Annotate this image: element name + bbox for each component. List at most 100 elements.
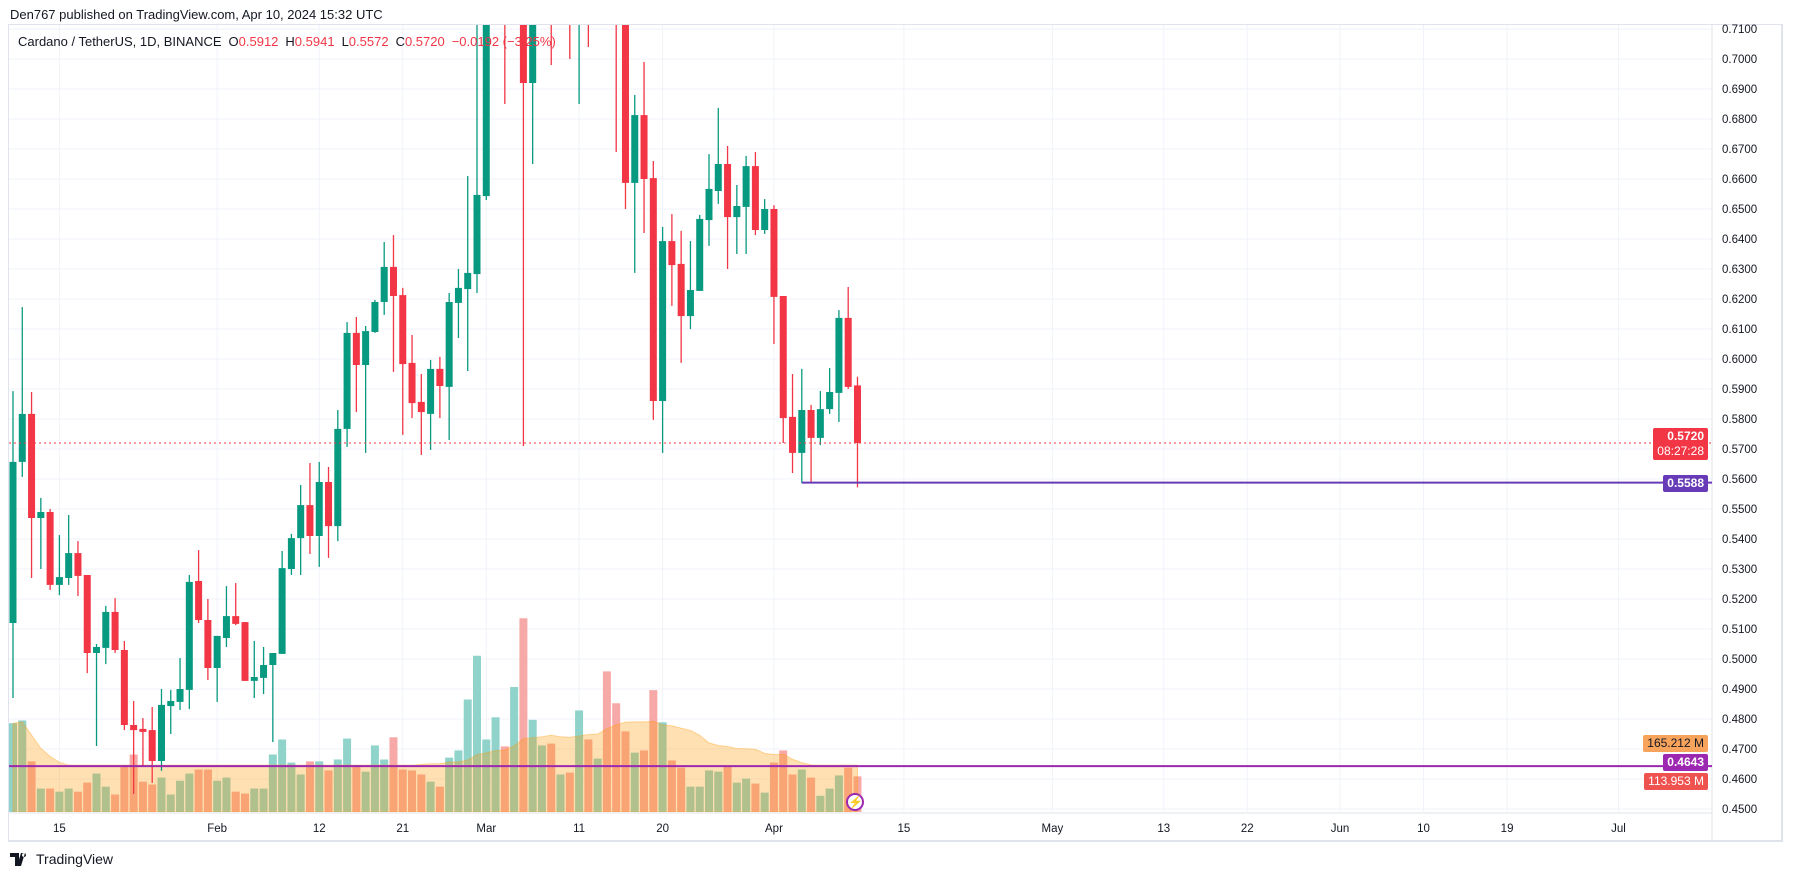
candle-up — [157, 704, 165, 761]
volume-bar — [742, 778, 751, 812]
candle-down — [120, 650, 128, 725]
volume-bar — [649, 690, 658, 812]
candle-down — [204, 620, 212, 668]
volume-bar — [612, 703, 621, 812]
volume-bar — [343, 738, 352, 812]
candle-up — [297, 505, 305, 539]
candle-down — [399, 295, 407, 365]
candle-up — [222, 616, 230, 638]
price-tick-label: 0.5200 — [1722, 594, 1757, 606]
volume-bar — [101, 786, 110, 812]
last-price-value: 0.5720 — [1667, 429, 1704, 443]
price-tick-label: 0.5000 — [1722, 654, 1757, 666]
candle-down — [306, 505, 314, 536]
candle-down — [46, 512, 54, 585]
time-tick-label: 20 — [656, 823, 669, 835]
volume-bar — [584, 739, 593, 812]
volume-bar — [547, 743, 556, 812]
time-tick-label: 15 — [53, 823, 66, 835]
candle-up — [213, 635, 221, 668]
candle-up — [371, 302, 379, 332]
volume-bar — [203, 769, 212, 812]
price-tick-label: 0.4500 — [1722, 804, 1757, 816]
candle-down — [853, 385, 861, 443]
candle-down — [724, 164, 732, 218]
candle-down — [621, 25, 629, 183]
volume-bar — [723, 766, 732, 812]
candle-up — [278, 568, 286, 654]
time-tick-label: 12 — [313, 823, 326, 835]
price-tick-label: 0.6800 — [1722, 114, 1757, 126]
candle-down — [779, 296, 787, 419]
price-tick-label: 0.7000 — [1722, 54, 1757, 66]
time-tick-label: 13 — [1157, 823, 1170, 835]
candle-up — [473, 194, 481, 275]
volume-bar — [398, 769, 407, 812]
volume-bar — [259, 788, 268, 812]
candle-up — [250, 677, 258, 681]
volume-bar — [287, 762, 296, 812]
price-tick-label: 0.6200 — [1722, 294, 1757, 306]
price-tick-label: 0.7100 — [1722, 24, 1757, 36]
time-tick-label: 10 — [1417, 823, 1430, 835]
volume-bar — [55, 791, 64, 812]
volume-bar — [500, 746, 509, 812]
volume-bar — [417, 774, 426, 812]
candle-up — [826, 392, 834, 410]
price-tick-label: 0.6300 — [1722, 264, 1757, 276]
chart-frame — [8, 24, 1783, 842]
candle-up — [742, 166, 750, 207]
volume-bar — [537, 745, 546, 812]
candle-up — [733, 206, 741, 218]
candle-up — [714, 164, 722, 191]
price-tick-label: 0.6000 — [1722, 354, 1757, 366]
candle-down — [668, 241, 676, 266]
volume-bar — [844, 767, 853, 812]
candle-down — [649, 178, 657, 401]
time-tick-label: Mar — [476, 823, 496, 835]
volume-bar — [120, 765, 129, 812]
volume-bar — [352, 766, 361, 812]
candle-down — [139, 728, 147, 732]
tradingview-logo-icon — [10, 852, 27, 866]
footer-brand[interactable]: TradingView — [10, 851, 113, 867]
price-tick-label: 0.5600 — [1722, 474, 1757, 486]
volume-bar — [241, 793, 249, 812]
volume-bar — [658, 722, 667, 812]
bar-countdown: 08:27:28 — [1657, 444, 1704, 458]
candle-up — [380, 266, 388, 302]
volume-bar — [370, 745, 379, 812]
candle-down — [677, 263, 685, 317]
candle-up — [686, 290, 694, 317]
low-number: 0.5572 — [348, 34, 389, 49]
volume-bar — [834, 775, 843, 812]
last-price-label: 0.5720 08:27:28 — [1653, 428, 1708, 460]
volume-bar — [426, 781, 435, 812]
volume-bar — [408, 770, 417, 812]
horizontal-line-label: 0.4643 — [1663, 754, 1708, 771]
volume-bar — [27, 761, 36, 812]
time-tick-label: 19 — [1501, 823, 1514, 835]
volume-bar — [231, 791, 240, 812]
price-tick-label: 0.5700 — [1722, 444, 1757, 456]
volume-bar — [111, 794, 120, 812]
volume-label: 113.953 M — [1644, 773, 1708, 790]
symbol-title[interactable]: Cardano / TetherUS, 1D, BINANCE — [18, 34, 222, 49]
volume-bar — [788, 774, 797, 812]
candle-up — [176, 689, 184, 702]
time-tick-label: Jul — [1611, 823, 1626, 835]
candle-down — [195, 581, 203, 620]
candle-down — [111, 611, 119, 650]
candle-up — [659, 241, 667, 401]
candle-up — [260, 665, 268, 678]
price-tick-label: 0.6100 — [1722, 324, 1757, 336]
candle-down — [130, 725, 138, 731]
volume-bar — [602, 671, 611, 812]
volume-bar — [473, 655, 481, 812]
volume-bar — [621, 731, 630, 812]
price-tick-label: 0.4700 — [1722, 744, 1757, 756]
plot-area — [9, 25, 862, 812]
lightning-icon[interactable]: ⚡ — [846, 793, 864, 811]
ohlc-legend: Cardano / TetherUS, 1D, BINANCE O0.5912 … — [18, 34, 556, 49]
